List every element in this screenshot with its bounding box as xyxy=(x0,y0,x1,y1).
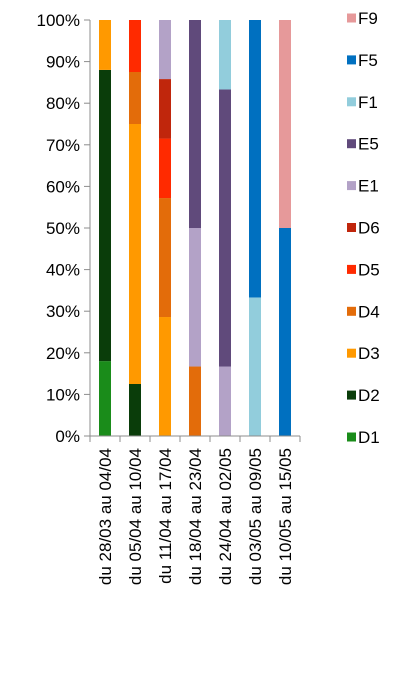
y-tick-label: 10% xyxy=(46,385,80,404)
legend-swatch-d4 xyxy=(347,306,356,316)
bar-segment-e5 xyxy=(219,89,231,367)
x-category-label: du 11/04 au 17/04 xyxy=(156,448,175,584)
bar-segment-e1 xyxy=(159,20,171,80)
legend-swatch-e1 xyxy=(347,181,356,191)
legend-label-d2: D2 xyxy=(358,386,380,405)
legend-label-f1: F1 xyxy=(358,93,378,112)
legend: F9 F5 F1 E5 E1 D6 D5 D4 D3 D2 D1 xyxy=(347,9,380,447)
bar-segment-d4 xyxy=(189,366,201,436)
y-tick-label: 20% xyxy=(46,344,80,363)
bar-segment-d5 xyxy=(159,138,171,199)
y-tick-label: 0% xyxy=(55,427,80,446)
y-tick-label: 70% xyxy=(46,136,80,155)
y-tick-label: 80% xyxy=(46,94,80,113)
y-tick-label: 60% xyxy=(46,177,80,196)
bar-segment-e1 xyxy=(189,228,201,367)
bar-segment-f1 xyxy=(249,297,261,436)
y-tick-label: 30% xyxy=(46,302,80,321)
legend-label-e5: E5 xyxy=(358,135,379,154)
legend-label-d3: D3 xyxy=(358,344,380,363)
x-category-label: du 10/05 au 15/05 xyxy=(276,448,295,585)
legend-swatch-d2 xyxy=(347,390,356,400)
y-tick-label: 50% xyxy=(46,219,80,238)
legend-swatch-d5 xyxy=(347,264,356,274)
x-category-label: du 03/05 au 09/05 xyxy=(246,448,265,585)
bar-segment-f1 xyxy=(219,20,231,90)
x-category-label: du 28/03 au 04/04 xyxy=(96,448,115,585)
legend-swatch-f1 xyxy=(347,97,356,107)
legend-label-f9: F9 xyxy=(358,9,378,28)
legend-label-d6: D6 xyxy=(358,219,380,238)
y-tick-label: 40% xyxy=(46,261,80,280)
legend-swatch-f5 xyxy=(347,55,356,65)
x-category-label: du 18/04 au 23/04 xyxy=(186,448,205,585)
plot-area xyxy=(99,20,291,436)
bar-segment-d1 xyxy=(99,361,111,436)
x-category-label: du 24/04 au 02/05 xyxy=(216,448,235,585)
legend-swatch-f9 xyxy=(347,13,356,23)
legend-label-d5: D5 xyxy=(358,260,380,279)
bar-segment-d4 xyxy=(129,72,141,124)
bar-segment-d2 xyxy=(129,384,141,436)
bar-segment-d3 xyxy=(129,124,141,384)
bar-segment-d5 xyxy=(129,20,141,72)
y-tick-label: 100% xyxy=(37,11,80,30)
x-axis: du 28/03 au 04/04 du 05/04 au 10/04 du 11/… xyxy=(89,435,301,585)
y-tick-label: 90% xyxy=(46,53,80,72)
x-category-label: du 05/04 au 10/04 xyxy=(126,448,145,585)
legend-label-d1: D1 xyxy=(358,428,380,447)
bar-segment-d6 xyxy=(159,79,171,139)
bar-segment-d3 xyxy=(99,20,111,70)
y-axis: 0% 10% 20% 30% 40% 50% 60% 70% 80% 90% 100% xyxy=(37,11,91,446)
legend-swatch-e5 xyxy=(347,139,356,149)
legend-swatch-d6 xyxy=(347,223,356,232)
bar-segment-d4 xyxy=(159,198,171,318)
legend-label-f5: F5 xyxy=(358,51,378,70)
legend-label-e1: E1 xyxy=(358,177,379,196)
legend-swatch-d3 xyxy=(347,348,356,358)
bar-segment-f5 xyxy=(249,20,261,298)
bar-segment-f5 xyxy=(279,228,291,436)
bar-segment-f9 xyxy=(279,20,291,228)
bar-segment-e1 xyxy=(219,366,231,436)
bar-segment-d2 xyxy=(99,69,111,362)
legend-swatch-d1 xyxy=(347,432,356,442)
bar-segment-d3 xyxy=(159,317,171,436)
legend-label-d4: D4 xyxy=(358,302,380,321)
bar-segment-e5 xyxy=(189,20,201,228)
